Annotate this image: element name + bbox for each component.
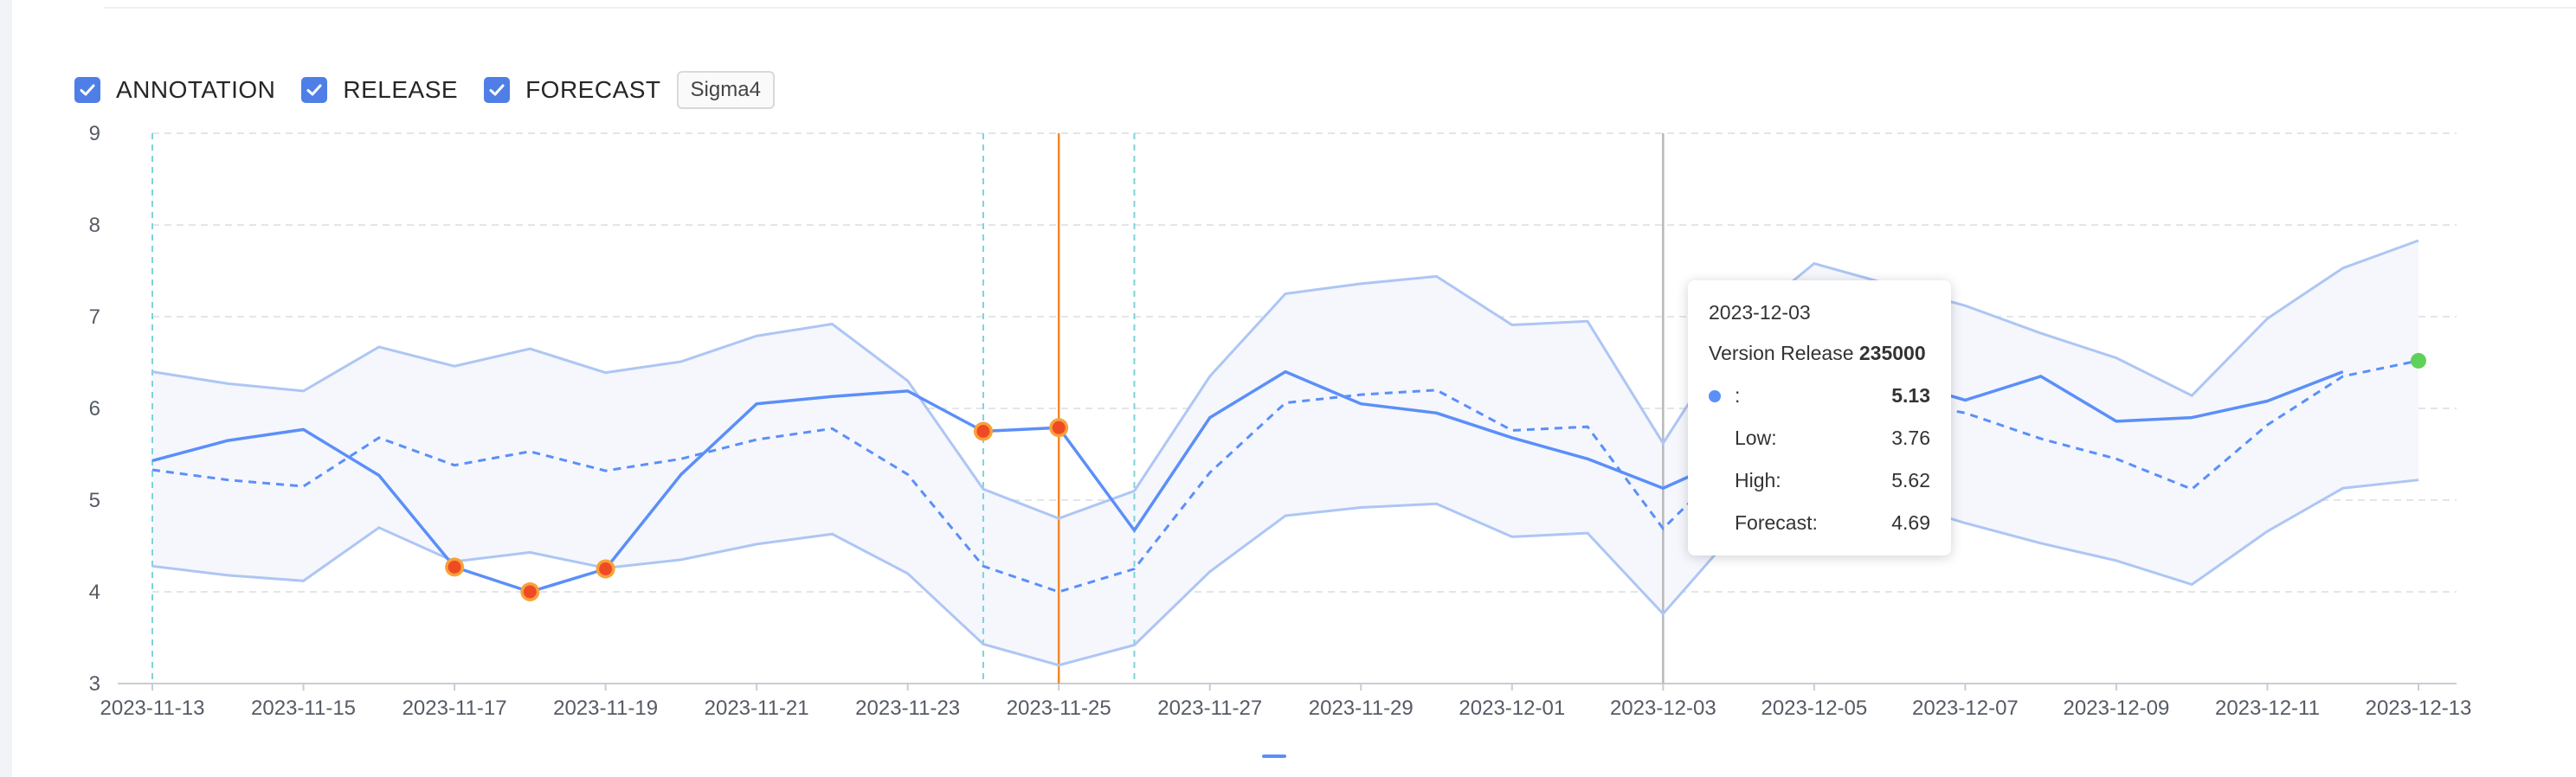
tooltip-row-value: : 5.13 (1709, 384, 1930, 408)
tooltip-row-forecast: Forecast: 4.69 (1709, 511, 1930, 535)
anomaly-point-core (976, 425, 990, 438)
checkbox-checked-icon[interactable] (74, 77, 100, 103)
sigma-button[interactable]: Sigma4 (676, 71, 775, 109)
tooltip-date: 2023-12-03 (1709, 301, 1811, 324)
checkbox-checked-icon[interactable] (301, 77, 328, 103)
anomaly-point-core (1052, 421, 1066, 434)
tooltip-row-number: 5.13 (1891, 384, 1930, 407)
high-bound-line (151, 239, 2419, 520)
forecast-toggle-label: FORECAST (525, 76, 661, 103)
x-tick-label: 2023-11-29 (1309, 697, 1414, 720)
release-toggle[interactable]: RELEASE (301, 76, 458, 104)
x-tick-label: 2023-11-17 (402, 697, 507, 720)
release-toggle-label: RELEASE (343, 76, 459, 103)
anomaly-point-core (599, 562, 613, 575)
actual-line (151, 369, 2344, 594)
y-tick-label: 3 (89, 672, 100, 696)
tooltip-release-label: Version Release (1709, 342, 1854, 364)
y-tick-label: 5 (89, 489, 100, 512)
tooltip-row-number: 4.69 (1891, 511, 1930, 534)
x-tick-label: 2023-11-19 (553, 697, 658, 720)
tooltip-row-number: 5.62 (1891, 469, 1930, 491)
y-tick-label: 8 (89, 214, 100, 237)
x-tick-label: 2023-11-25 (1007, 697, 1111, 720)
x-tick-label: 2023-12-01 (1459, 697, 1565, 720)
tooltip-row-name: Low: (1735, 427, 1777, 449)
tooltip-release-value: 235000 (1858, 342, 1926, 364)
tooltip-row-name: Forecast: (1735, 511, 1818, 534)
y-tick-label: 6 (89, 397, 100, 421)
x-tick-label: 2023-11-21 (705, 697, 809, 720)
anomaly-point (520, 582, 540, 601)
confidence-band (152, 241, 2418, 665)
tooltip-row-number: 3.76 (1891, 427, 1930, 449)
y-tick-label: 7 (89, 305, 100, 329)
x-tick-label: 2023-11-15 (251, 697, 356, 720)
anomaly-point (1049, 418, 1069, 438)
anomaly-point-core (523, 585, 537, 599)
x-tick-label: 2023-12-07 (1912, 697, 2019, 720)
x-tick-label: 2023-11-23 (855, 697, 960, 720)
tooltip-version-release: Version Release 235000 (1709, 342, 1930, 365)
y-tick-label: 9 (89, 122, 100, 145)
series-toggle-bar: ANNOTATION RELEASE FORECAST Sigma4 (74, 71, 775, 109)
anomaly-point (596, 559, 615, 579)
forecast-toggle[interactable]: FORECAST (484, 76, 660, 104)
low-bound-line (151, 478, 2419, 667)
tooltip-row-low: Low: 3.76 (1709, 427, 1930, 450)
x-tick-label: 2023-11-13 (100, 697, 205, 720)
anomaly-point (445, 557, 465, 577)
x-tick-label: 2023-12-09 (2064, 697, 2170, 720)
tooltip-row-name: High: (1735, 469, 1781, 491)
y-tick-label: 4 (89, 581, 100, 604)
annotation-toggle[interactable]: ANNOTATION (74, 76, 275, 104)
chart-tooltip: 2023-12-03 Version Release 235000 : 5.13… (1688, 280, 1951, 555)
tooltip-row-high: High: 5.62 (1709, 469, 1930, 492)
top-divider (104, 7, 2576, 9)
x-tick-label: 2023-12-05 (1761, 697, 1867, 720)
series-legend-marker[interactable] (1262, 755, 1286, 758)
x-tick-label: 2023-12-13 (2366, 697, 2472, 720)
tooltip-row-name: : (1735, 384, 1741, 407)
anomaly-point (973, 421, 993, 441)
checkbox-checked-icon[interactable] (484, 77, 511, 103)
annotation-toggle-label: ANNOTATION (116, 76, 276, 103)
x-tick-label: 2023-11-27 (1157, 697, 1262, 720)
anomaly-point-core (448, 560, 461, 574)
x-tick-label: 2023-12-11 (2215, 697, 2320, 720)
series-marker-icon (1709, 389, 1721, 402)
forecast-end-point (2411, 352, 2426, 369)
x-tick-label: 2023-12-03 (1610, 697, 1716, 720)
page-left-strip (0, 0, 12, 777)
forecast-line (151, 359, 2419, 594)
